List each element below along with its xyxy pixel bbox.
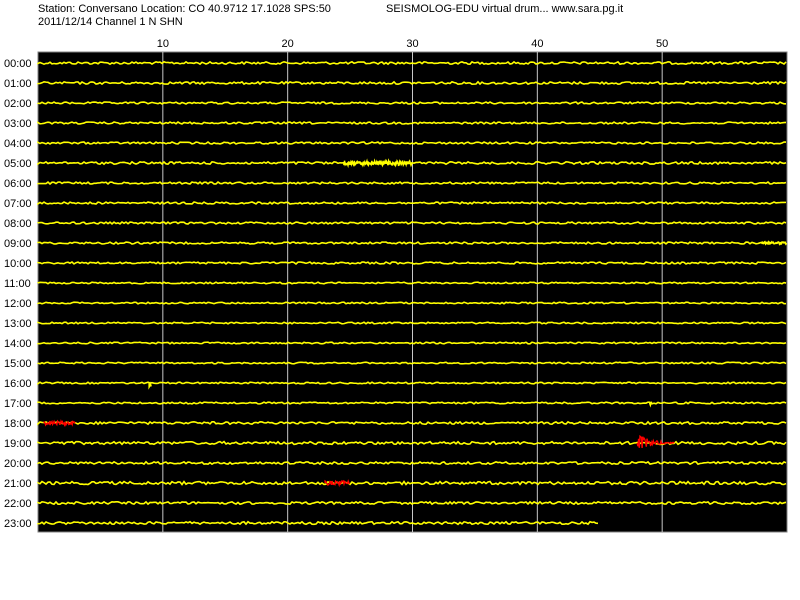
hour-label: 10:00 — [4, 258, 32, 270]
trace-row-07:00 — [37, 201, 787, 206]
hour-label: 19:00 — [4, 438, 32, 450]
trace-row-10:00 — [37, 260, 787, 266]
burst-row-17:00 — [648, 401, 653, 408]
station-info: Station: Conversano Location: CO 40.9712… — [38, 3, 331, 15]
hour-label: 04:00 — [4, 138, 32, 150]
trace-layer — [37, 60, 788, 526]
trace-row-22:00 — [37, 500, 787, 506]
hour-label: 12:00 — [4, 298, 32, 310]
x-tick-label: 30 — [406, 38, 418, 50]
hour-label: 14:00 — [4, 338, 32, 350]
trace-row-17:00 — [37, 401, 787, 405]
burst-row-09:00 — [761, 240, 788, 246]
trace-row-14:00 — [37, 341, 787, 345]
hour-label: 01:00 — [4, 78, 32, 90]
x-tick-layer: 10 20 30 40 50 — [157, 38, 669, 50]
trace-row-06:00 — [37, 180, 787, 186]
hour-label: 18:00 — [4, 418, 32, 430]
trace-row-18:00 — [37, 420, 787, 426]
hour-label: 11:00 — [4, 278, 31, 290]
x-tick-label: 40 — [531, 38, 543, 50]
grid-layer — [162, 52, 663, 532]
trace-row-15:00 — [37, 361, 787, 365]
trace-row-20:00 — [37, 460, 787, 466]
hour-label: 00:00 — [4, 58, 32, 70]
x-tick-label: 50 — [656, 38, 668, 50]
hour-label: 20:00 — [4, 458, 32, 470]
hour-label: 23:00 — [4, 518, 32, 530]
hour-label: 02:00 — [4, 98, 32, 110]
trace-row-19:00 — [37, 440, 787, 446]
hour-label: 15:00 — [4, 358, 32, 370]
hour-label: 03:00 — [4, 118, 32, 130]
event-row-19:00 — [636, 434, 675, 448]
date-channel-info: 2011/12/14 Channel 1 N SHN — [38, 16, 183, 28]
drum-title: SEISMOLOG-EDU virtual drum... www.sara.p… — [386, 3, 624, 15]
hour-label: 16:00 — [4, 378, 32, 390]
burst-row-05:00 — [343, 158, 413, 169]
event-row-21:00 — [324, 479, 351, 488]
hour-label: 13:00 — [4, 318, 32, 330]
hour-label: 08:00 — [4, 218, 32, 230]
trace-row-03:00 — [37, 120, 787, 126]
trace-row-00:00 — [37, 60, 787, 66]
hour-label: 07:00 — [4, 198, 32, 210]
trace-row-16:00 — [37, 381, 787, 386]
hour-label: 09:00 — [4, 238, 32, 250]
hour-label: 05:00 — [4, 158, 32, 170]
trace-row-02:00 — [37, 101, 787, 105]
x-tick-label: 20 — [282, 38, 294, 50]
burst-row-16:00 — [148, 381, 152, 390]
hour-label: 22:00 — [4, 498, 32, 510]
trace-row-11:00 — [37, 281, 787, 285]
trace-row-08:00 — [37, 220, 787, 225]
trace-row-21:00 — [37, 480, 787, 486]
x-tick-label: 10 — [157, 38, 169, 50]
hour-label: 06:00 — [4, 178, 32, 190]
trace-row-23:00 — [37, 520, 599, 526]
trace-row-12:00 — [37, 301, 787, 305]
trace-row-04:00 — [37, 140, 787, 145]
event-row-18:00 — [43, 419, 76, 428]
header: Station: Conversano Location: CO 40.9712… — [0, 0, 800, 52]
trace-row-09:00 — [37, 241, 787, 245]
trace-row-13:00 — [37, 321, 787, 325]
hour-label: 21:00 — [4, 478, 32, 490]
hour-label-layer: 00:00 01:00 02:00 03:00 04:00 05:00 06:00 07:00… — [4, 58, 32, 530]
trace-row-01:00 — [37, 80, 787, 86]
hour-label: 17:00 — [4, 398, 32, 410]
